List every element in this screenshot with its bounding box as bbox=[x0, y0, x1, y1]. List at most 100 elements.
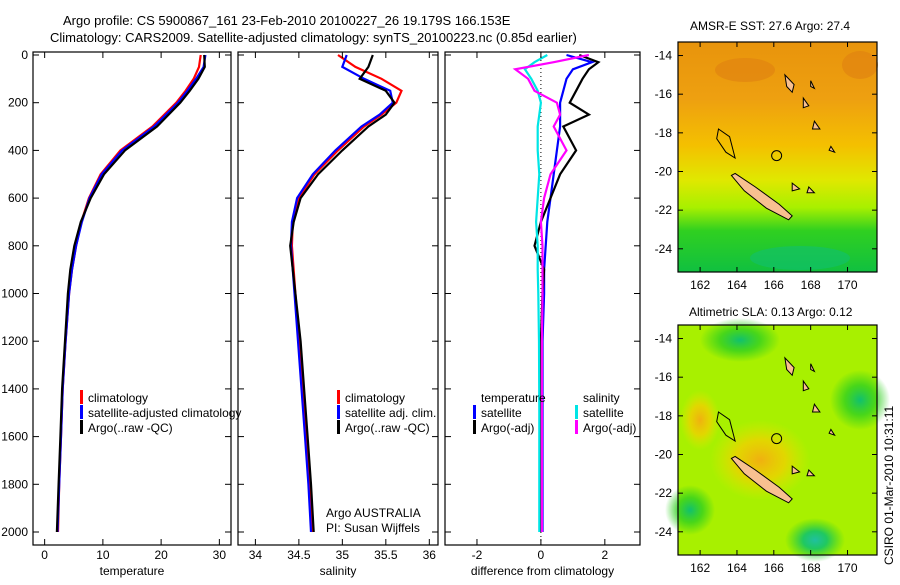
depth-tick-label: 400 bbox=[8, 143, 28, 157]
map-frame bbox=[677, 324, 878, 556]
x-tick-label: 20 bbox=[154, 548, 168, 562]
series-temperature-satellite bbox=[541, 53, 596, 532]
lat-tick-label: -20 bbox=[655, 447, 673, 461]
island-outline bbox=[828, 145, 836, 154]
lon-tick-label: 162 bbox=[690, 278, 710, 292]
sst-map bbox=[678, 42, 878, 272]
sla-high-patch bbox=[680, 390, 720, 450]
x-tick-label: 35 bbox=[336, 548, 350, 562]
x-tick-label: 36 bbox=[423, 548, 437, 562]
island-outline bbox=[802, 379, 810, 392]
island-outline bbox=[730, 455, 793, 504]
island-outline bbox=[810, 363, 816, 373]
temperature-legend: climatology satellite-adjusted climatolo… bbox=[80, 390, 241, 435]
temperature-panel: 0 10 20 30 0 200 400 600 800 1000 1200 1400 1600 1800… bbox=[1, 48, 232, 578]
temperature-axes-frame bbox=[32, 51, 232, 546]
sla-high-patch bbox=[710, 420, 810, 500]
depth-tick-label: 200 bbox=[8, 96, 28, 110]
lon-tick-label: 162 bbox=[690, 561, 710, 575]
sst-warm-patch bbox=[715, 58, 775, 82]
island-outline bbox=[716, 128, 736, 160]
lon-tick-label: 166 bbox=[764, 278, 784, 292]
series-climatology bbox=[56, 54, 202, 533]
sla-low-patch bbox=[830, 370, 890, 430]
lat-tick-label: -22 bbox=[655, 486, 673, 500]
island-outline bbox=[716, 411, 736, 443]
sla-map bbox=[665, 318, 890, 562]
salinity-axis-label: salinity bbox=[320, 564, 357, 578]
legend-label: Argo(..raw -QC) bbox=[88, 421, 173, 435]
depth-tick-label: 1000 bbox=[1, 287, 28, 301]
sst-map-title: AMSR-E SST: 27.6 Argo: 27.4 bbox=[690, 19, 850, 33]
island-outline bbox=[791, 182, 801, 192]
legend-label: Argo(-adj) bbox=[583, 421, 636, 435]
island-outline bbox=[784, 73, 795, 94]
argo-program-label: Argo AUSTRALIA bbox=[326, 506, 421, 520]
island-outline bbox=[806, 469, 816, 477]
x-tick-label: 0 bbox=[41, 548, 48, 562]
sla-low-patch bbox=[665, 485, 715, 535]
island-outline bbox=[791, 465, 801, 475]
sst-cool-patch bbox=[750, 246, 850, 270]
series-satellite-adjusted-climatology bbox=[56, 54, 207, 533]
legend-label: satellite bbox=[481, 406, 522, 420]
legend-label: climatology bbox=[345, 391, 405, 405]
legend-label: satellite-adjusted climatology bbox=[88, 406, 241, 420]
salinity-axes-frame bbox=[237, 51, 439, 546]
lat-tick-label: -20 bbox=[655, 164, 673, 178]
legend-label: satellite bbox=[583, 406, 624, 420]
sst-warm-patch bbox=[842, 51, 878, 79]
x-tick-label: 34.5 bbox=[287, 548, 311, 562]
legend-label: Argo(-adj) bbox=[481, 421, 534, 435]
difference-axis-label: difference from climatology bbox=[471, 564, 614, 578]
legend-swatch-argo bbox=[80, 420, 83, 434]
profile-title: Argo profile: CS 5900867_161 23-Feb-2010… bbox=[63, 13, 511, 28]
sst-field bbox=[678, 42, 877, 272]
lat-tick-label: -16 bbox=[655, 87, 673, 101]
depth-tick-label: 2000 bbox=[1, 525, 28, 539]
legend-header-salinity: salinity bbox=[583, 391, 620, 405]
lat-tick-label: -14 bbox=[655, 49, 673, 63]
island-outline bbox=[810, 80, 816, 90]
difference-legend: temperature salinity satellite Argo(-adj… bbox=[473, 391, 636, 435]
sla-low-patch bbox=[785, 518, 845, 562]
series-salinity-argo-adj- bbox=[512, 53, 590, 532]
island-outline bbox=[828, 428, 836, 437]
legend-swatch-temp-satellite bbox=[473, 405, 476, 419]
island-outline bbox=[784, 356, 795, 377]
legend-swatch-sal-satellite bbox=[575, 405, 578, 419]
map-frame bbox=[677, 41, 878, 273]
series-salinity-satellite bbox=[523, 54, 548, 532]
legend-header-temperature: temperature bbox=[481, 391, 546, 405]
sla-map-axes: 162 164 166 168 170 -14 -16 -18 -20 -22 -24 bbox=[655, 324, 878, 575]
lon-tick-label: 168 bbox=[801, 278, 821, 292]
legend-label: Argo(..raw -QC) bbox=[345, 421, 430, 435]
difference-axes-frame bbox=[444, 51, 641, 546]
series-argo-raw-qc- bbox=[289, 54, 396, 533]
lat-tick-label: -22 bbox=[655, 203, 673, 217]
depth-tick-label: 600 bbox=[8, 191, 28, 205]
temperature-axis-label: temperature bbox=[100, 564, 165, 578]
x-tick-label: -2 bbox=[472, 548, 483, 562]
lon-tick-label: 170 bbox=[838, 561, 858, 575]
legend-swatch-satellite bbox=[337, 405, 340, 419]
depth-tick-label: 800 bbox=[8, 239, 28, 253]
legend-swatch-sal-argo bbox=[575, 420, 578, 434]
climatology-subtitle: Climatology: CARS2009. Satellite-adjuste… bbox=[50, 30, 577, 45]
csiro-timestamp: CSIRO 01-Mar-2010 10:31:11 bbox=[882, 405, 896, 565]
profile-location-marker bbox=[771, 150, 783, 162]
x-tick-label: 34 bbox=[249, 548, 263, 562]
sla-map-title: Altimetric SLA: 0.13 Argo: 0.12 bbox=[689, 305, 853, 319]
series-argo-raw-qc- bbox=[55, 54, 206, 533]
x-tick-label: 35.5 bbox=[374, 548, 398, 562]
x-tick-label: 30 bbox=[213, 548, 227, 562]
sst-map-axes: 162 164 166 168 170 -14 -16 -18 -20 -22 -24 bbox=[655, 41, 878, 292]
lat-tick-label: -16 bbox=[655, 370, 673, 384]
depth-tick-label: 1600 bbox=[1, 430, 28, 444]
depth-tick-label: 1400 bbox=[1, 382, 28, 396]
difference-panel: -2 0 2 difference from climatology bbox=[444, 51, 641, 578]
lat-tick-label: -18 bbox=[655, 409, 673, 423]
profile-location-marker bbox=[771, 433, 783, 445]
lat-tick-label: -18 bbox=[655, 126, 673, 140]
